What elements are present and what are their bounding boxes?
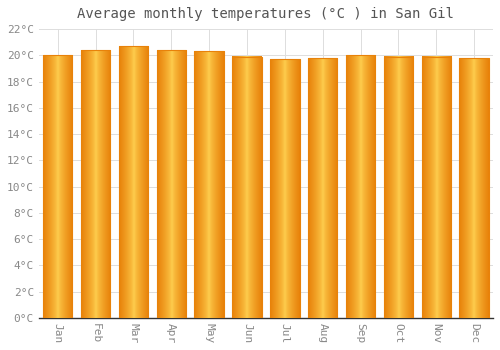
Title: Average monthly temperatures (°C ) in San Gil: Average monthly temperatures (°C ) in Sa… [78,7,454,21]
